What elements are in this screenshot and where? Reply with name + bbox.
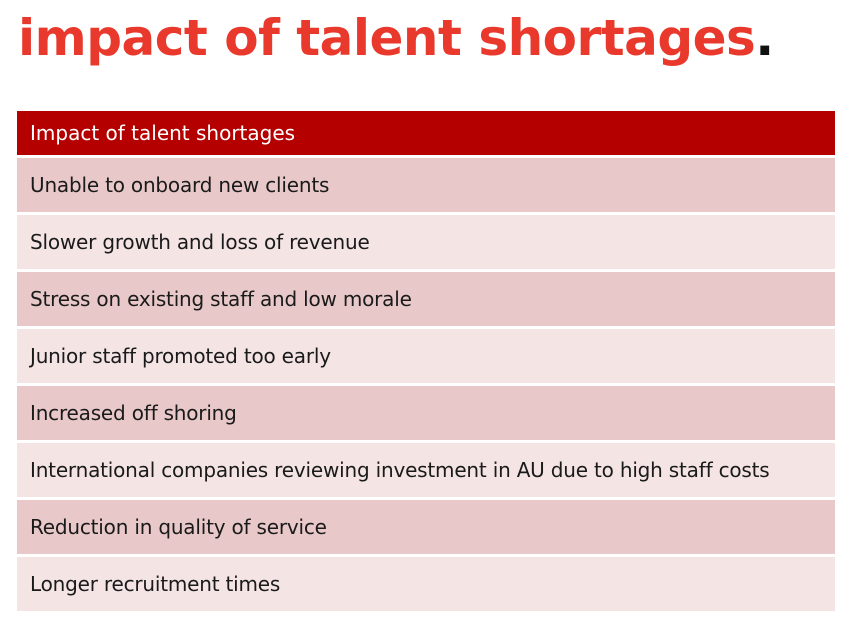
table-cell: Slower growth and loss of revenue [17,213,835,272]
page-title: impact of talent shortages. [18,6,774,70]
table-row: Longer recruitment times [17,555,835,614]
page-title-text: impact of talent shortages [18,9,756,67]
table-cell: Longer recruitment times [17,555,835,614]
table-row: Reduction in quality of service [17,498,835,557]
impact-table: Impact of talent shortages Unable to onb… [17,111,835,614]
table-row: Increased off shoring [17,384,835,443]
table-cell: Unable to onboard new clients [17,156,835,215]
table-cell: Increased off shoring [17,384,835,443]
table-row: Unable to onboard new clients [17,156,835,215]
table-cell: Junior staff promoted too early [17,327,835,386]
table-row: Stress on existing staff and low morale [17,270,835,329]
table-header-cell: Impact of talent shortages [17,111,835,158]
table-header-row: Impact of talent shortages [17,111,835,158]
table-cell: International companies reviewing invest… [17,441,835,500]
page-title-period: . [755,9,774,67]
table-cell: Reduction in quality of service [17,498,835,557]
table-row: Junior staff promoted too early [17,327,835,386]
table-row: Slower growth and loss of revenue [17,213,835,272]
table-cell: Stress on existing staff and low morale [17,270,835,329]
table-row: International companies reviewing invest… [17,441,835,500]
